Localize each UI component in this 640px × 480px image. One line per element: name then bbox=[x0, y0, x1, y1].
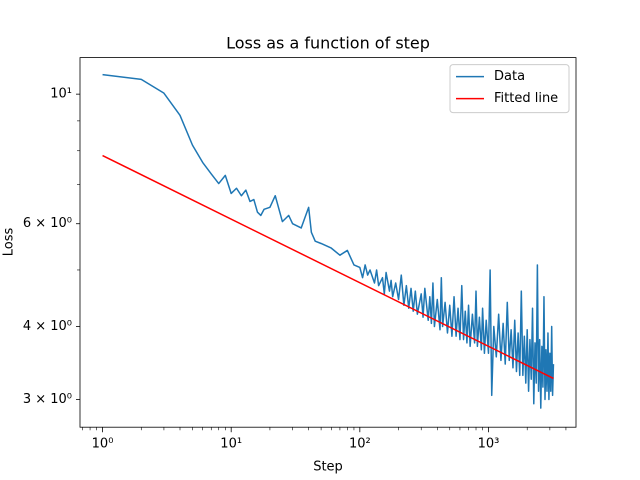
data-line bbox=[102, 73, 555, 409]
y-tick-label: 10¹ bbox=[50, 87, 72, 102]
y-tick-label: 3 × 10⁰ bbox=[23, 392, 72, 407]
y-tick-label: 4 × 10⁰ bbox=[23, 319, 72, 334]
legend-label: Fitted line bbox=[494, 91, 558, 106]
chart-title: Loss as a function of step bbox=[226, 34, 430, 53]
axes-frame bbox=[79, 57, 577, 428]
y-tick-label: 6 × 10⁰ bbox=[23, 216, 72, 231]
y-axis-label: Loss bbox=[2, 228, 17, 257]
data-line bbox=[102, 154, 554, 380]
x-tick-label: 10⁰ bbox=[92, 437, 114, 452]
x-tick-label: 10³ bbox=[478, 437, 500, 452]
legend-label: Data bbox=[494, 69, 525, 84]
x-tick-label: 10¹ bbox=[220, 437, 242, 452]
x-tick-label: 10² bbox=[349, 437, 371, 452]
x-axis-label: Step bbox=[313, 460, 343, 475]
